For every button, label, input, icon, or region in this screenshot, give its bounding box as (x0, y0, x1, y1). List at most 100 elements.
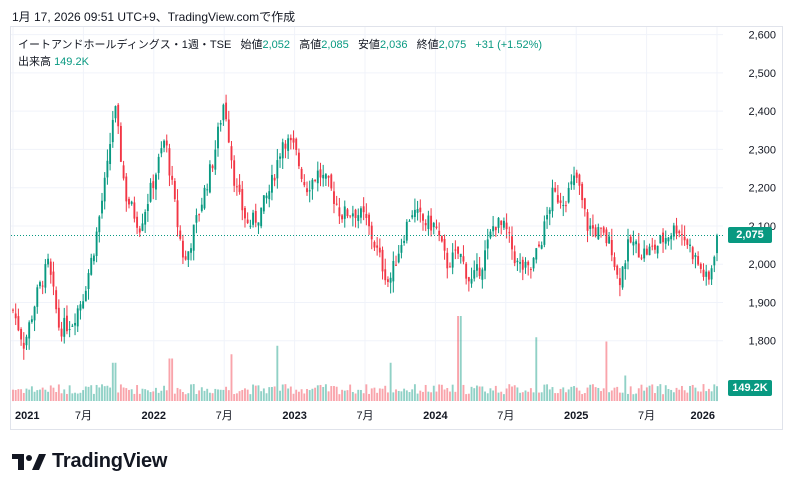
volume-bar (335, 386, 338, 401)
volume-bar (422, 391, 424, 401)
volume-bar (351, 391, 354, 401)
legend-change: +31 (+1.52%) (475, 39, 543, 51)
candle-body (446, 252, 449, 269)
candle-body (581, 183, 584, 201)
volume-bar (206, 388, 209, 401)
candle-body (643, 248, 646, 259)
candle-body (368, 214, 370, 227)
volume-bar (376, 392, 379, 401)
candle-body (176, 200, 179, 228)
candle-body (694, 255, 697, 258)
volume-bar (136, 385, 139, 401)
volume-bar (635, 393, 638, 401)
candle-body (79, 304, 82, 311)
candle-body (314, 179, 317, 181)
volume-bar (268, 387, 271, 401)
candle-body (28, 322, 31, 339)
candle-body (330, 174, 333, 189)
candle-body (659, 235, 662, 244)
x-tick-label: 7月 (75, 410, 92, 422)
candlestick-chart[interactable]: 2,6002,5002,4002,3002,2002,1002,0001,900… (11, 27, 784, 431)
candle-body (87, 273, 90, 290)
candle-body (106, 160, 109, 178)
volume-bar (179, 389, 182, 401)
volume-bar (373, 387, 376, 401)
candle-body (257, 222, 260, 226)
candle-body (389, 277, 392, 283)
volume-bar (141, 388, 144, 401)
legend-volume-value: 149.2K (54, 56, 89, 68)
volume-bar (654, 393, 656, 401)
candle-body (467, 277, 470, 282)
candle-body (486, 239, 489, 249)
candle-body (146, 204, 149, 212)
candle-body (710, 268, 713, 280)
candle-body (144, 211, 147, 225)
candle-body (465, 263, 468, 279)
volume-bar (265, 393, 268, 401)
volume-bar (346, 390, 349, 401)
candle-body (513, 251, 516, 264)
y-tick-label: 1,900 (748, 297, 776, 309)
candle-body (707, 271, 710, 280)
volume-bar (581, 394, 584, 401)
candle-body (249, 225, 252, 227)
volume-bar (260, 391, 263, 401)
volume-bar (360, 389, 362, 401)
candle-body (478, 267, 481, 277)
candle-body (422, 214, 424, 221)
candle-body (524, 261, 527, 268)
volume-bar (683, 390, 686, 401)
volume-bar (125, 388, 128, 401)
volume-bar (230, 354, 233, 401)
candle-body (160, 148, 163, 154)
volume-bar (589, 384, 592, 401)
volume-bar (713, 384, 716, 401)
volume-bar (165, 390, 168, 401)
tradingview-logo-icon (12, 453, 46, 470)
candle-body (152, 181, 155, 189)
volume-bar (540, 392, 543, 401)
candle-body (567, 187, 570, 203)
volume-bar (368, 393, 370, 401)
candle-body (386, 279, 389, 282)
volume-bar (702, 384, 705, 401)
candle-body (556, 195, 559, 203)
volume-bar (219, 389, 222, 401)
candle-body (667, 237, 670, 242)
volume-bar (505, 388, 508, 401)
candle-body (629, 236, 632, 243)
candle-body (171, 175, 174, 180)
volume-bar (287, 388, 290, 401)
candle-body (184, 256, 187, 260)
volume-bar (462, 384, 465, 401)
tradingview-logo[interactable]: TradingView (12, 450, 167, 473)
candle-body (511, 236, 513, 250)
candle-body (354, 209, 357, 218)
candle-body (39, 282, 41, 287)
volume-bar (578, 390, 581, 401)
x-tick-label: 2022 (142, 410, 166, 422)
volume-bar (546, 384, 549, 401)
candle-body (235, 186, 238, 188)
candle-body (181, 240, 184, 258)
candle-body (521, 259, 524, 270)
chart-frame[interactable]: 2,6002,5002,4002,3002,2002,1002,0001,900… (10, 26, 783, 430)
volume-bar (678, 389, 681, 401)
volume-bar (616, 386, 619, 401)
y-tick-label: 2,500 (748, 68, 776, 80)
volume-bar (457, 316, 460, 401)
volume-bar (610, 390, 613, 401)
candle-body (341, 215, 344, 220)
candle-body (179, 230, 182, 239)
candle-body (565, 205, 567, 207)
volume-bar (532, 392, 535, 401)
candle-body (400, 244, 403, 253)
candle-body (457, 246, 460, 254)
candle-body (373, 241, 376, 248)
candle-body (68, 329, 71, 331)
volume-bar (149, 392, 152, 401)
candle-body (697, 256, 700, 265)
y-tick-label: 2,600 (748, 30, 776, 42)
candle-body (616, 265, 619, 275)
